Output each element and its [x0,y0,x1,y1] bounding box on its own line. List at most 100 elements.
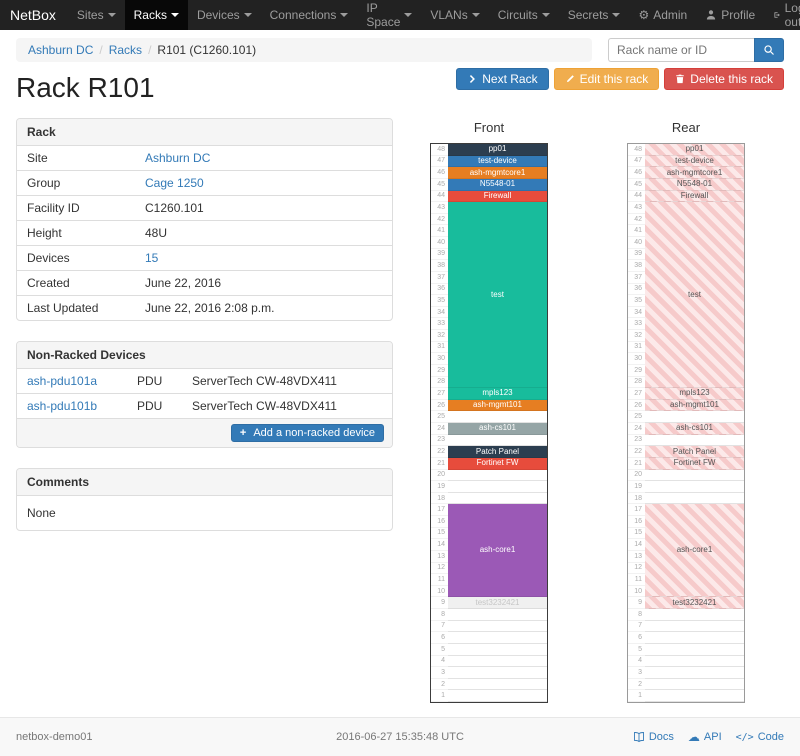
unit-number: 30 [431,353,448,365]
nonracked-device-link[interactable]: ash-pdu101b [27,399,98,413]
rack-device-fortinet-fw[interactable]: Fortinet FW [645,457,744,470]
nav-logout[interactable]: Log out [764,0,800,30]
nav-item-vlans[interactable]: VLANs [421,0,488,30]
rack-device-pp01[interactable]: pp01 [645,144,744,156]
rack-device-firewall[interactable]: Firewall [448,190,547,203]
unit-number: 10 [431,586,448,598]
unit-number: 1 [431,690,448,702]
unit-number: 28 [628,377,645,389]
rack-device-test-device[interactable]: test-device [645,155,744,168]
breadcrumb-item[interactable]: Ashburn DC [28,43,94,57]
brand-logo[interactable]: NetBox [10,7,56,23]
code-link[interactable]: </> Code [736,731,784,743]
api-link[interactable]: ☁ API [688,731,722,743]
rack-slot-empty [645,492,744,505]
unit-number: 47 [628,156,645,168]
nav-item-circuits[interactable]: Circuits [489,0,559,30]
nonracked-panel-title: Non-Racked Devices [17,342,392,369]
search-button[interactable] [754,38,784,62]
rack-device-mpls123[interactable]: mpls123 [645,388,744,400]
rack-info-value: 48U [135,220,392,246]
nav-item-ip-space[interactable]: IP Space [357,0,421,30]
edit-rack-button[interactable]: Edit this rack [553,68,660,90]
nav-admin[interactable]: ⚙ Admin [629,0,696,30]
unit-number: 31 [431,342,448,354]
unit-number: 25 [431,411,448,423]
rack-device-ash-mgmt101[interactable]: ash-mgmt101 [448,399,547,412]
rack-device-patch-panel[interactable]: Patch Panel [448,446,547,458]
rack-device-mpls123[interactable]: mpls123 [448,388,547,400]
breadcrumb-item[interactable]: Racks [108,43,143,57]
rack-info-value-link[interactable]: Ashburn DC [145,151,211,165]
rack-device-test-device[interactable]: test-device [448,155,547,168]
nav-profile[interactable]: Profile [696,0,764,30]
rack-device-test3232421[interactable]: test3232421 [448,597,547,609]
delete-rack-button[interactable]: Delete this rack [664,68,784,90]
add-nonracked-device-button[interactable]: + Add a non-racked device [230,424,384,442]
nav-admin-label: Admin [653,8,688,22]
rack-slot-empty [645,632,744,644]
rack-device-test[interactable]: test [645,202,744,389]
search-input[interactable] [608,38,754,62]
rack-info-value: June 22, 2016 2:08 p.m. [135,295,392,320]
rack-device-firewall[interactable]: Firewall [645,190,744,203]
unit-number: 19 [628,481,645,493]
rack-device-fortinet-fw[interactable]: Fortinet FW [448,457,547,470]
navbar: NetBox Sites Racks Devices Connections IP Sp… [0,0,800,30]
unit-number: 13 [628,551,645,563]
rack-device-ash-cs101[interactable]: ash-cs101 [645,423,744,435]
unit-number: 20 [628,470,645,482]
rear-elevation-title: Rear [671,120,701,135]
rack-device-ash-core1[interactable]: ash-core1 [448,504,547,598]
nonracked-device-row: ash-pdu101b PDU ServerTech CW-48VDX411 [17,393,392,418]
page-title: Rack R101 [16,72,155,103]
nonracked-device-name: ash-pdu101b [17,393,127,418]
rack-device-pp01[interactable]: pp01 [448,144,547,156]
unit-number: 2 [628,679,645,691]
unit-number: 14 [628,539,645,551]
nav-item-devices[interactable]: Devices [188,0,261,30]
unit-number: 24 [628,423,645,435]
rack-device-test[interactable]: test [448,202,547,389]
unit-number: 1 [628,690,645,702]
rack-slot-empty [645,411,744,423]
breadcrumb-row: Ashburn DC / Racks / R101 (C1260.101) [16,38,784,62]
rack-device-patch-panel[interactable]: Patch Panel [645,446,744,458]
unit-number: 27 [431,388,448,400]
rack-device-n5548-01[interactable]: N5548-01 [448,178,547,191]
chevron-down-icon [107,13,116,17]
nav-item-sites[interactable]: Sites [68,0,125,30]
rack-device-ash-mgmtcore1[interactable]: ash-mgmtcore1 [448,167,547,179]
front-elevation-title: Front [473,120,505,135]
breadcrumb-item: R101 (C1260.101) [157,43,257,57]
rack-device-ash-mgmt101[interactable]: ash-mgmt101 [645,399,744,412]
nav-item-connections[interactable]: Connections [261,0,358,30]
nonracked-device-link[interactable]: ash-pdu101a [27,374,98,388]
unit-number: 25 [628,411,645,423]
pencil-icon [566,75,574,83]
nav-item-label: Secrets [567,8,609,22]
nav-item-label: Circuits [497,8,538,22]
docs-link[interactable]: Docs [633,731,674,743]
rack-info-value-link[interactable]: 15 [145,251,159,265]
rack-device-ash-mgmtcore1[interactable]: ash-mgmtcore1 [645,167,744,179]
unit-number: 15 [628,528,645,540]
rack-search [608,38,784,62]
rack-device-ash-cs101[interactable]: ash-cs101 [448,423,547,435]
rack-slot-empty [448,667,547,679]
rack-device-ash-core1[interactable]: ash-core1 [645,504,744,598]
nav-item-racks[interactable]: Racks [124,0,188,30]
unit-number: 36 [628,284,645,296]
unit-number: 16 [431,516,448,528]
nav-item-label: Sites [76,8,104,22]
rack-info-label: Site [27,151,48,165]
rack-device-n5548-01[interactable]: N5548-01 [645,178,744,191]
rack-slot-empty [448,492,547,505]
next-rack-button[interactable]: Next Rack [456,68,549,90]
unit-number: 13 [431,551,448,563]
rack-info-value-link[interactable]: Cage 1250 [145,176,204,190]
unit-number: 29 [628,365,645,377]
nav-item-secrets[interactable]: Secrets [559,0,630,30]
rack-device-test3232421[interactable]: test3232421 [645,597,744,609]
chevron-down-icon [170,13,179,17]
